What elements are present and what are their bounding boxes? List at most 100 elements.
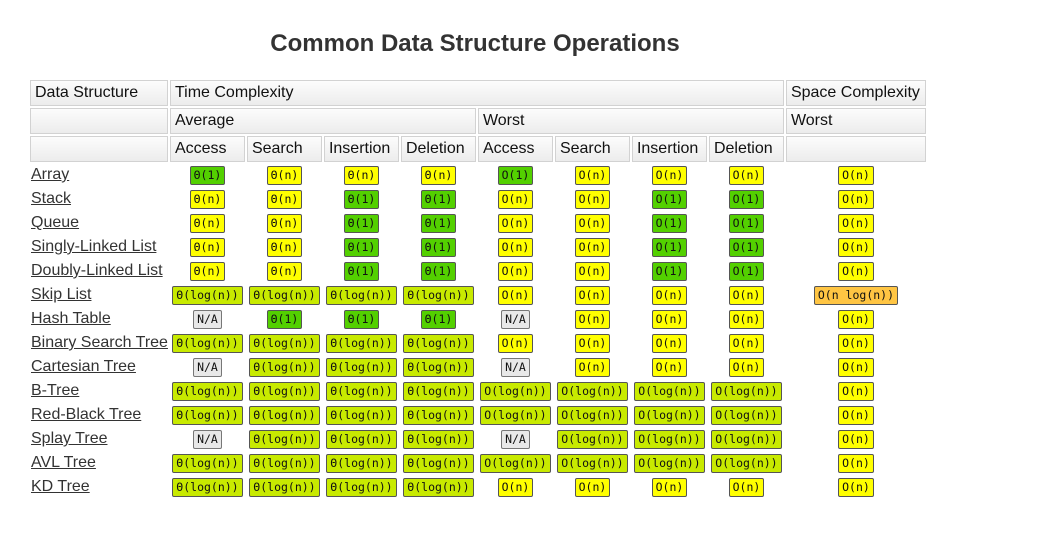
complexity-badge: O(n) (838, 237, 874, 257)
complexity-cell: O(log(n)) (709, 452, 784, 474)
data-structure-link[interactable]: KD Tree (31, 478, 90, 495)
complexity-cell: Θ(log(n)) (247, 476, 322, 498)
complexity-badge: Θ(log(n)) (326, 477, 397, 497)
complexity-badge: O(n) (574, 333, 611, 353)
complexity-cell: O(n) (786, 428, 926, 450)
complexity-badge: Θ(1) (343, 213, 380, 233)
complexity-badge: Θ(log(n)) (172, 453, 243, 473)
data-structure-link[interactable]: Doubly-Linked List (31, 262, 163, 279)
complexity-badge: Θ(log(n)) (403, 285, 474, 305)
complexity-badge: Θ(n) (266, 237, 303, 257)
complexity-cell: Θ(n) (247, 260, 322, 282)
data-structure-link[interactable]: Singly-Linked List (31, 238, 157, 255)
header-op-insertion: Insertion (631, 136, 707, 162)
complexity-cell: Θ(log(n)) (324, 284, 399, 306)
complexity-badge: O(n) (728, 357, 765, 377)
complexity-badge: O(n) (838, 429, 874, 449)
complexity-cell: O(n) (709, 308, 784, 330)
data-structure-link[interactable]: Splay Tree (31, 430, 108, 447)
header-row-2: Average Worst Worst (30, 108, 926, 134)
table-row: Hash Table N/A Θ(1) Θ(1) Θ(1) N/A O(n) O(n) O(n)… (30, 308, 926, 330)
table-row: Queue Θ(n) Θ(n) Θ(1) Θ(1) O(n) O(n) O(1) O(1) O(n… (30, 212, 926, 234)
complexity-cell: Θ(log(n)) (324, 332, 399, 354)
data-structure-link[interactable]: Stack (31, 190, 72, 207)
complexity-cell: Θ(log(n)) (247, 284, 322, 306)
data-structure-link[interactable]: Skip List (31, 286, 92, 303)
complexity-cell: O(1) (709, 236, 784, 258)
complexity-badge: O(n) (838, 309, 874, 329)
complexity-cell: O(log(n)) (632, 404, 707, 426)
complexity-badge: O(1) (728, 189, 765, 209)
complexity-cell: O(n) (632, 356, 707, 378)
complexity-badge: O(n) (497, 477, 534, 497)
complexity-badge: O(n) (838, 477, 874, 497)
data-structure-link[interactable]: AVL Tree (31, 454, 96, 471)
row-name-cell: Skip List (30, 284, 168, 306)
complexity-cell: Θ(1) (324, 188, 399, 210)
complexity-cell: O(n) (478, 188, 553, 210)
complexity-cell: O(n) (709, 356, 784, 378)
complexity-badge: O(log(n)) (480, 381, 551, 401)
complexity-badge: O(log(n)) (480, 405, 551, 425)
complexity-badge: Θ(log(n)) (326, 285, 397, 305)
complexity-badge: O(n) (838, 381, 874, 401)
complexity-cell: O(n) (555, 164, 630, 186)
complexity-cell: O(n) (786, 164, 926, 186)
complexity-cell: Θ(1) (401, 236, 476, 258)
complexity-cell: N/A (170, 356, 245, 378)
complexity-cell: O(n) (786, 452, 926, 474)
row-name-cell: Cartesian Tree (30, 356, 168, 378)
complexity-badge: O(log(n)) (711, 453, 782, 473)
complexity-cell: O(n) (709, 164, 784, 186)
data-structure-link[interactable]: Array (31, 166, 70, 183)
data-structure-link[interactable]: Binary Search Tree (31, 334, 168, 351)
data-structure-link[interactable]: Cartesian Tree (31, 358, 136, 375)
complexity-badge: Θ(log(n)) (249, 453, 320, 473)
header-blank (785, 136, 926, 162)
complexity-cell: O(n) (632, 332, 707, 354)
data-structure-link[interactable]: Red-Black Tree (31, 406, 142, 423)
complexity-cell: O(n) (786, 332, 926, 354)
complexity-badge: O(n) (497, 213, 534, 233)
complexity-badge: Θ(log(n)) (172, 381, 243, 401)
complexity-cell: O(n) (786, 356, 926, 378)
table-body: Array Θ(1) Θ(n) Θ(n) Θ(n) O(1) O(n) O(n) O(n) O(n… (30, 164, 926, 498)
complexity-badge: O(n) (497, 261, 534, 281)
complexity-badge: O(log(n)) (557, 453, 628, 473)
complexity-cell: Θ(log(n)) (324, 356, 399, 378)
complexity-cell: O(n) (555, 212, 630, 234)
table-row: AVL Tree Θ(log(n)) Θ(log(n)) Θ(log(n)) Θ(log… (30, 452, 926, 474)
complexity-badge: O(n) (574, 261, 611, 281)
complexity-badge: Θ(log(n)) (249, 381, 320, 401)
complexity-cell: O(log(n)) (478, 404, 553, 426)
data-structure-link[interactable]: B-Tree (31, 382, 80, 399)
complexity-badge: Θ(1) (343, 261, 380, 281)
complexity-badge: Θ(log(n)) (326, 453, 397, 473)
complexity-cell: Θ(1) (401, 260, 476, 282)
complexity-badge: Θ(1) (420, 237, 457, 257)
table-row: Binary Search Tree Θ(log(n)) Θ(log(n)) Θ(lo… (30, 332, 926, 354)
complexity-cell: Θ(log(n)) (247, 404, 322, 426)
row-name-cell: Red-Black Tree (30, 404, 168, 426)
complexity-table: Data Structure Time Complexity Space Com… (28, 78, 928, 500)
complexity-cell: O(log(n)) (632, 428, 707, 450)
complexity-badge: O(log(n)) (557, 381, 628, 401)
complexity-cell: O(log(n)) (709, 404, 784, 426)
complexity-cell: Θ(log(n)) (324, 476, 399, 498)
complexity-badge: Θ(n) (189, 189, 226, 209)
row-name-cell: Doubly-Linked List (30, 260, 168, 282)
complexity-cell: O(n) (555, 308, 630, 330)
complexity-badge: N/A (501, 357, 530, 377)
complexity-cell: N/A (170, 428, 245, 450)
complexity-badge: O(n) (497, 285, 534, 305)
complexity-cell: O(n) (786, 404, 926, 426)
complexity-cell: Θ(n) (247, 164, 322, 186)
complexity-badge: O(n) (728, 477, 765, 497)
complexity-cell: O(n) (555, 332, 630, 354)
complexity-badge: O(n) (651, 333, 688, 353)
complexity-badge: O(log(n)) (557, 405, 628, 425)
complexity-badge: O(n) (838, 213, 874, 233)
data-structure-link[interactable]: Hash Table (31, 310, 111, 327)
data-structure-link[interactable]: Queue (31, 214, 80, 231)
complexity-cell: O(n) (478, 332, 553, 354)
